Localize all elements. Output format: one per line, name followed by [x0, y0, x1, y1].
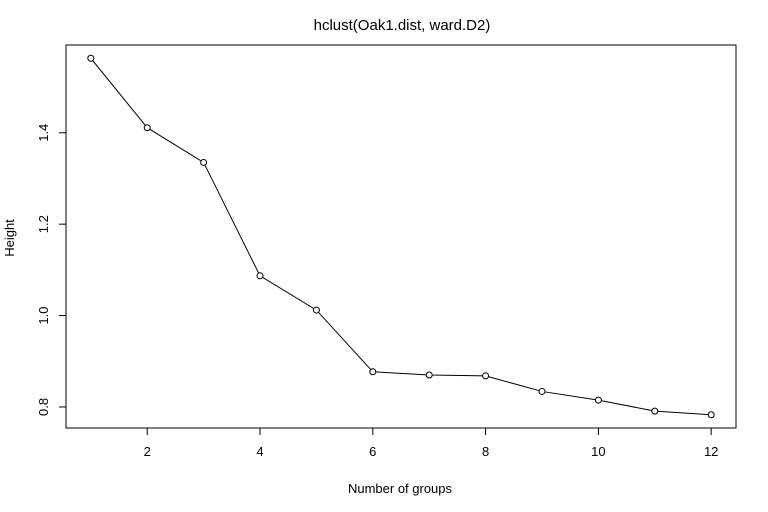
data-point [594, 396, 602, 404]
data-point [707, 411, 715, 419]
chart-title: hclust(Oak1.dist, ward.D2) [314, 17, 491, 34]
x-axis-label: Number of groups [348, 481, 453, 496]
data-point [143, 124, 151, 132]
y-tick-label: 1.2 [36, 215, 51, 233]
data-point [200, 158, 208, 166]
x-axis: 2 4 6 8 10 12 [144, 428, 718, 459]
y-tick-label: 1.4 [36, 124, 51, 142]
y-axis-label: Height [2, 219, 17, 257]
data-point [256, 272, 264, 280]
y-tick-label: 0.8 [36, 398, 51, 416]
data-point [538, 387, 546, 395]
x-tick-label: 2 [144, 444, 151, 459]
x-tick-label: 4 [256, 444, 263, 459]
series-line [90, 57, 712, 416]
data-point [651, 407, 659, 415]
series-layer [87, 54, 715, 419]
data-point [425, 371, 433, 379]
plot-frame [65, 44, 737, 429]
y-axis: 0.8 1.0 1.2 1.4 [36, 124, 66, 416]
data-point [87, 54, 95, 62]
x-tick-label: 10 [591, 444, 605, 459]
data-point [369, 368, 377, 376]
x-tick-label: 8 [482, 444, 489, 459]
x-tick-label: 6 [369, 444, 376, 459]
y-tick-label: 1.0 [36, 307, 51, 325]
data-point [312, 306, 320, 314]
x-tick-label: 12 [704, 444, 718, 459]
data-point [482, 372, 490, 380]
